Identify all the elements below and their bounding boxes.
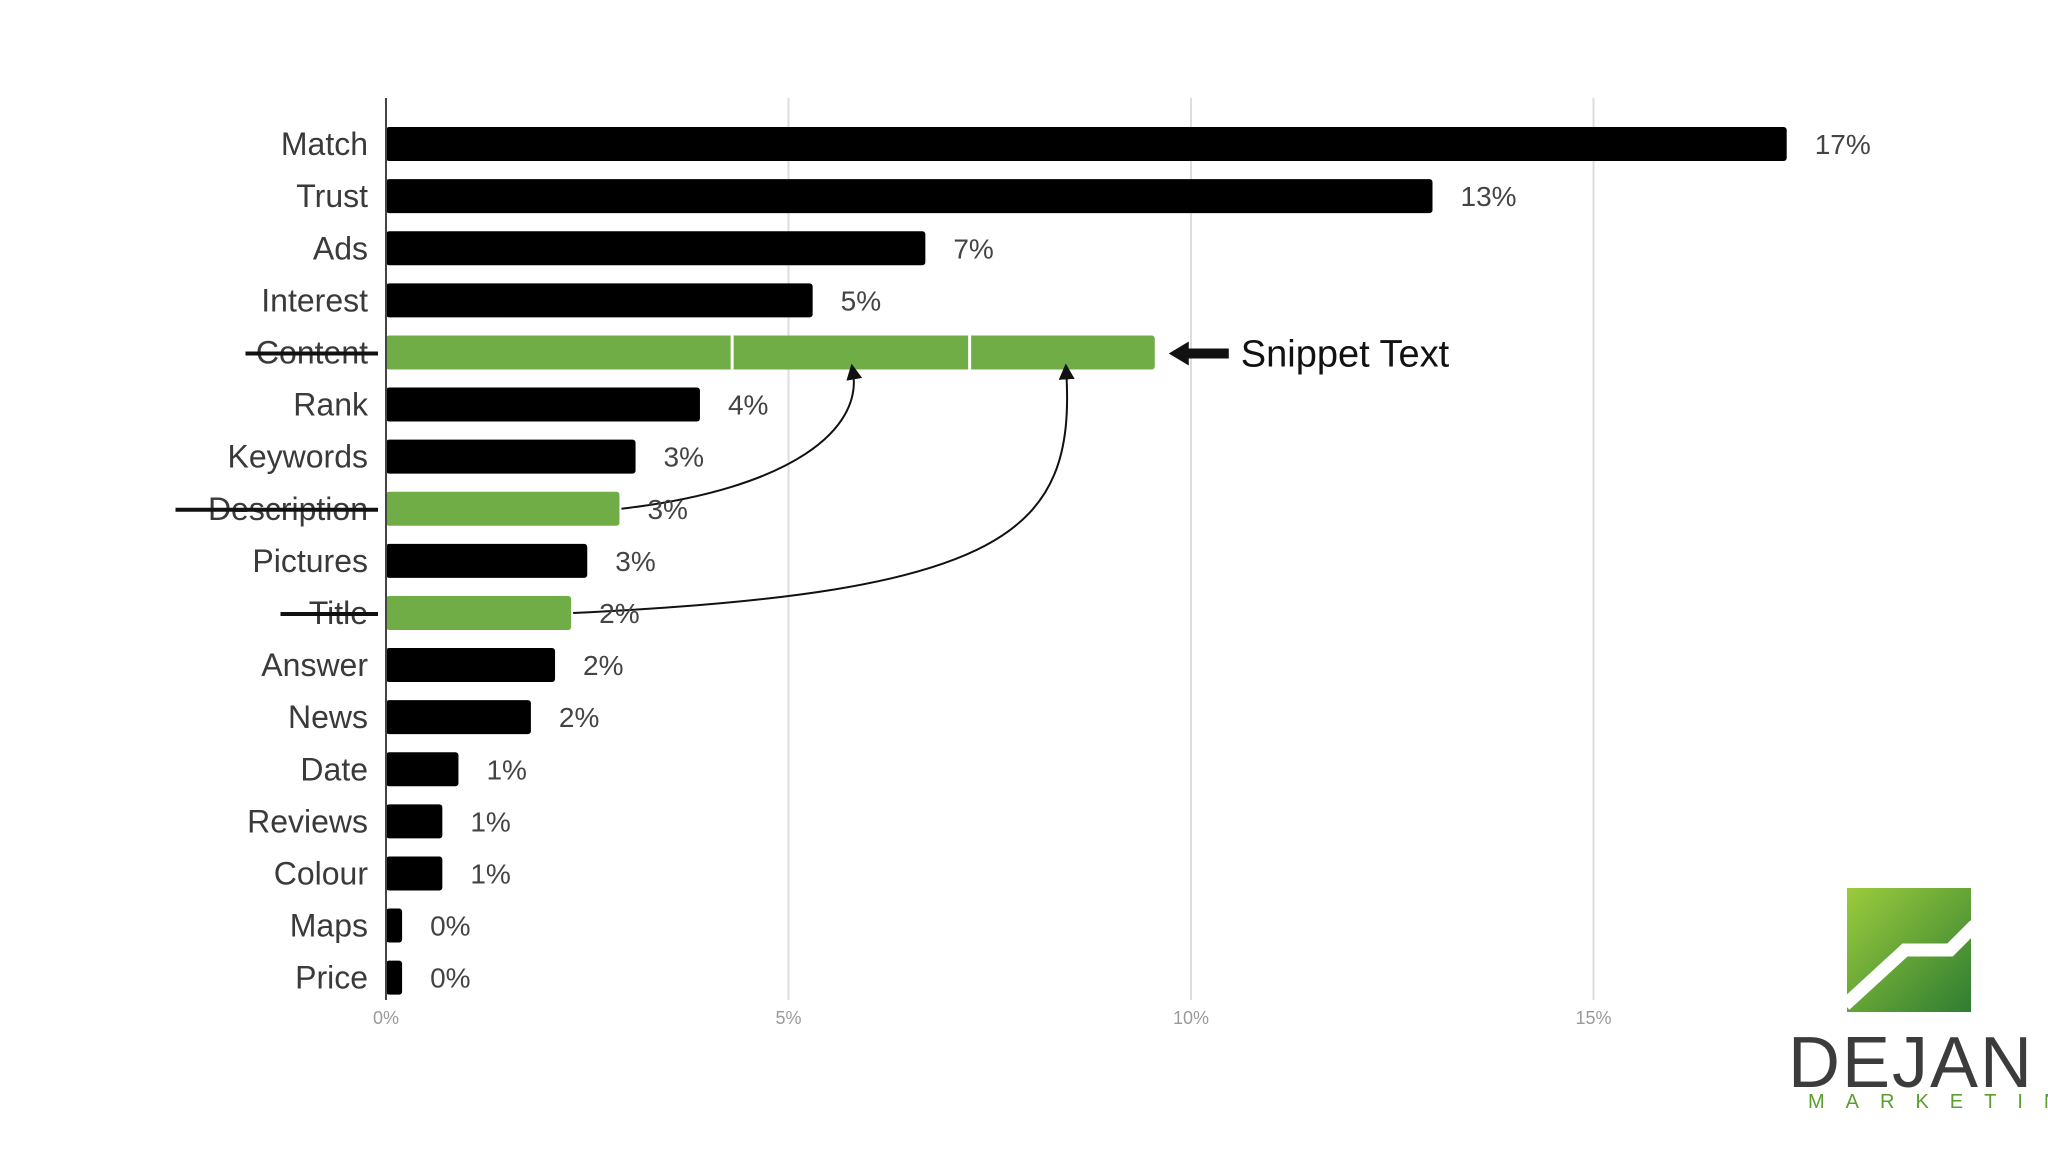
value-label-price: 0% — [430, 963, 470, 994]
bar-answer — [386, 648, 555, 682]
category-label-news: News — [288, 699, 368, 735]
category-label-answer: Answer — [261, 647, 368, 683]
bar-news — [386, 700, 531, 734]
x-tick-label-5: 5% — [775, 1008, 801, 1028]
x-tick-labels: 0% 5% 10% 15% — [373, 1008, 1612, 1028]
bar-reviews — [386, 804, 442, 838]
bar-match — [386, 127, 1787, 161]
value-label-pictures: 3% — [615, 546, 655, 577]
bar-pictures — [386, 544, 587, 578]
value-label-description: 3% — [647, 494, 687, 525]
value-label-rank: 4% — [728, 390, 768, 421]
value-label-reviews: 1% — [470, 806, 510, 837]
bar-ads — [386, 231, 925, 265]
category-label-rank: Rank — [293, 387, 369, 423]
category-label-colour: Colour — [274, 855, 369, 891]
value-label-ads: 7% — [953, 233, 993, 264]
category-label-pictures: Pictures — [252, 543, 368, 579]
category-label-maps: Maps — [290, 908, 368, 944]
bar-price — [386, 961, 402, 995]
category-label-keywords: Keywords — [228, 439, 369, 475]
x-tick-label-0: 0% — [373, 1008, 399, 1028]
value-label-date: 1% — [486, 754, 526, 785]
bar-maps — [386, 909, 402, 943]
value-label-title: 2% — [599, 598, 639, 629]
category-label-interest: Interest — [261, 282, 368, 318]
bar-trust — [386, 179, 1433, 213]
value-label-answer: 2% — [583, 650, 623, 681]
bars — [386, 127, 1787, 995]
category-labels: MatchTrustAdsInterestContentRankKeywords… — [176, 126, 379, 996]
category-label-reviews: Reviews — [247, 803, 368, 839]
category-label-date: Date — [300, 751, 368, 787]
value-label-news: 2% — [559, 702, 599, 733]
bar-rank — [386, 388, 700, 422]
bar-colour — [386, 856, 442, 890]
snippet-annotation: Snippet Text — [1169, 333, 1450, 375]
brand-logo: DEJAN MARKETING — [1788, 888, 2048, 1113]
value-label-colour: 1% — [470, 858, 510, 889]
value-label-interest: 5% — [841, 285, 881, 316]
bar-keywords — [386, 440, 636, 474]
category-label-price: Price — [295, 960, 368, 996]
brand-subtitle: MARKETING — [1808, 1091, 2048, 1113]
x-tick-label-15: 15% — [1575, 1008, 1611, 1028]
value-label-match: 17% — [1815, 129, 1871, 160]
bar-description — [386, 492, 619, 526]
value-label-trust: 13% — [1461, 181, 1517, 212]
category-label-match: Match — [281, 126, 368, 162]
annotation-label: Snippet Text — [1241, 333, 1450, 375]
left-arrow-icon — [1169, 341, 1229, 365]
bar-content — [386, 335, 1155, 369]
value-label-maps: 0% — [430, 911, 470, 942]
bar-date — [386, 752, 458, 786]
category-label-ads: Ads — [313, 230, 368, 266]
category-label-trust: Trust — [296, 178, 368, 214]
bar-title — [386, 596, 571, 630]
value-label-keywords: 3% — [664, 442, 704, 473]
x-tick-label-10: 10% — [1173, 1008, 1209, 1028]
bar-interest — [386, 283, 813, 317]
